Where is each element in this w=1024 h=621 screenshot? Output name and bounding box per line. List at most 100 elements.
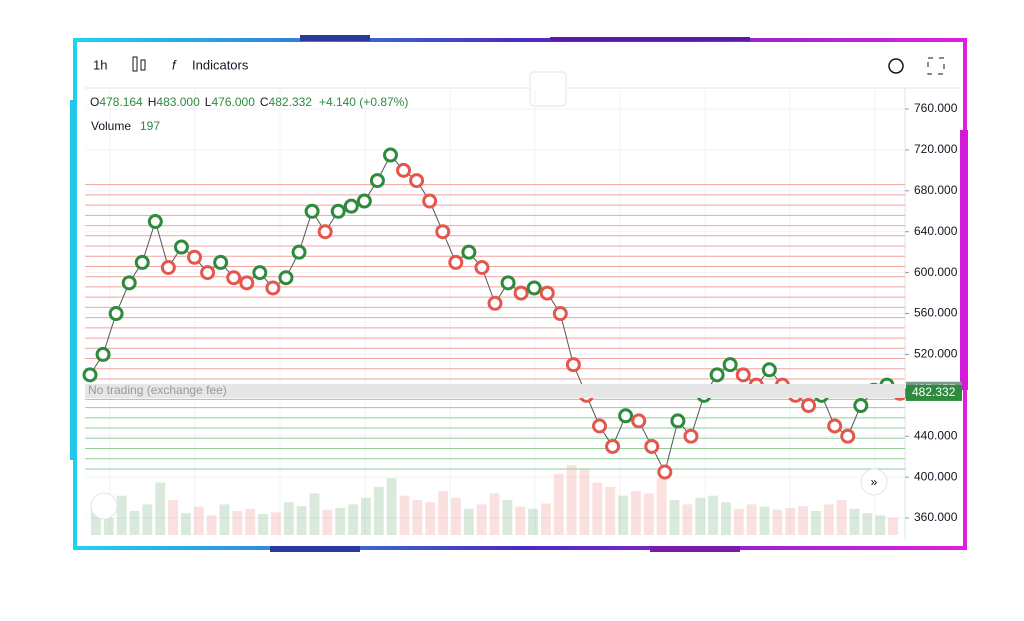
y-tick-label: 720.000	[914, 142, 958, 156]
volume-bar	[399, 495, 410, 535]
volume-bar	[631, 491, 641, 535]
volume-bar	[656, 478, 667, 535]
ohlc-value: 476.000	[211, 95, 255, 109]
order-marker	[278, 270, 294, 286]
order-marker	[592, 418, 608, 434]
volume-value: 197	[140, 119, 160, 133]
order-marker	[330, 203, 346, 219]
ohlc-key: L	[205, 95, 212, 109]
indicators-button[interactable]: Indicators	[192, 57, 249, 72]
volume-bar	[296, 506, 307, 535]
order-marker	[121, 275, 137, 291]
change: +4.140 (+0.87%)	[319, 95, 408, 109]
volume-bar	[553, 473, 564, 535]
order-marker	[487, 295, 503, 311]
order-marker	[265, 280, 281, 296]
order-marker	[722, 357, 738, 373]
logo[interactable]	[90, 492, 118, 520]
volume-bar	[412, 500, 423, 535]
volume-bar	[798, 506, 808, 535]
ohlc-value: 483.000	[156, 95, 200, 109]
order-marker	[840, 428, 856, 444]
volume-bar	[733, 508, 744, 535]
fx-icon: f	[172, 57, 177, 72]
volume-bar	[271, 512, 281, 535]
order-marker	[252, 265, 268, 281]
y-tick-label: 640.000	[914, 224, 958, 238]
order-marker	[147, 213, 163, 229]
volume-bar	[193, 506, 204, 535]
y-tick-label: 600.000	[914, 265, 958, 279]
order-marker	[213, 254, 229, 270]
order-marker	[657, 464, 673, 480]
volume-bar	[849, 508, 860, 535]
volume-bar	[746, 504, 757, 535]
order-marker	[422, 193, 438, 209]
volume-bar	[425, 502, 436, 535]
deco	[550, 37, 750, 41]
volume-bar	[669, 500, 680, 535]
deco	[270, 546, 360, 552]
volume-bar	[695, 497, 706, 535]
order-marker	[95, 346, 111, 362]
interval-button[interactable]: 1h	[93, 57, 107, 72]
candle-icon	[140, 59, 146, 71]
order-marker	[761, 362, 777, 378]
volume-bar	[772, 509, 783, 535]
order-marker	[200, 265, 216, 281]
deco	[300, 35, 370, 41]
volume-bar	[515, 506, 526, 535]
y-tick-label: 360.000	[914, 510, 958, 524]
volume-bar	[862, 513, 873, 535]
order-marker	[526, 280, 542, 296]
y-tick-label: 440.000	[914, 428, 958, 442]
order-marker	[160, 260, 176, 276]
order-marker	[500, 275, 516, 291]
order-marker	[827, 418, 843, 434]
volume-bar	[155, 482, 166, 535]
volume-bar	[335, 507, 346, 535]
ohlc-value: 482.332	[269, 95, 313, 109]
volume-bar	[258, 514, 268, 535]
volume-bar	[348, 504, 358, 535]
drawing-tool[interactable]	[529, 71, 567, 107]
order-marker	[709, 367, 725, 383]
volume-bar	[566, 465, 577, 535]
volume-bar	[592, 482, 603, 535]
volume-bar	[283, 502, 294, 535]
fullscreen-button[interactable]	[927, 57, 945, 75]
order-marker	[173, 239, 189, 255]
volume-bar	[463, 508, 474, 535]
y-tick-label: 760.000	[914, 101, 958, 115]
volume-bar	[116, 495, 127, 535]
volume-bar	[528, 508, 538, 535]
volume-bar	[476, 504, 487, 535]
ohlc-key: H	[148, 95, 157, 109]
volume-bar	[91, 508, 101, 535]
volume-bar	[245, 508, 256, 535]
order-marker	[369, 173, 385, 189]
volume-bar	[232, 510, 243, 535]
volume-bar	[168, 500, 178, 535]
volume-bar	[438, 491, 448, 535]
order-marker	[552, 306, 568, 322]
no-trading-band	[85, 384, 905, 398]
deco	[960, 130, 968, 390]
volume-bar	[618, 495, 628, 535]
candle-icon[interactable]	[132, 56, 138, 72]
volume-bar	[502, 500, 513, 535]
scroll-button[interactable]	[860, 468, 888, 496]
volume-bar	[451, 497, 461, 535]
volume-bar	[361, 497, 371, 535]
order-marker	[735, 367, 751, 383]
volume-bar	[888, 517, 898, 535]
scroll-icon: »	[871, 475, 878, 489]
order-marker	[539, 285, 555, 301]
settings-button[interactable]	[888, 58, 904, 74]
order-marker	[291, 244, 307, 260]
order-marker	[382, 147, 398, 163]
volume-bar	[605, 486, 616, 535]
volume-bar	[759, 506, 770, 535]
order-marker	[853, 398, 869, 414]
